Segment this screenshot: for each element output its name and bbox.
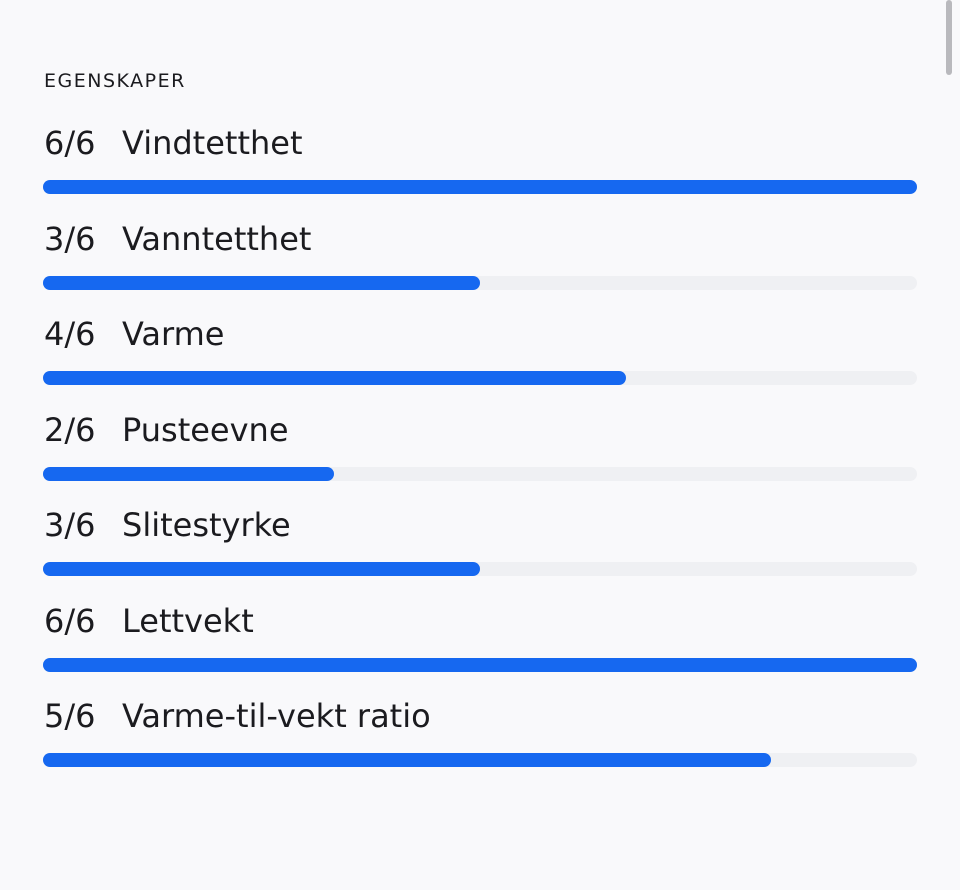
property-label: Pusteevne xyxy=(122,410,289,449)
property-label: Vanntetthet xyxy=(122,219,312,258)
property-title: 3/6 Vanntetthet xyxy=(44,219,311,259)
property-label: Slitestyrke xyxy=(122,506,291,544)
property-label: Vindtetthet xyxy=(122,124,303,162)
rating-label: 6/6 xyxy=(44,601,96,640)
property-title: 3/6 Slitestyrke xyxy=(44,505,291,545)
rating-track xyxy=(43,657,917,672)
section-header: EGENSKAPER xyxy=(44,70,186,92)
scrollbar xyxy=(946,0,952,75)
rating-label: 5/6 xyxy=(44,697,96,735)
rating-bar xyxy=(43,180,917,194)
rating-label: 3/6 xyxy=(44,506,96,544)
property-title: 2/6 Pusteevne xyxy=(44,410,289,450)
rating-bar xyxy=(43,753,772,767)
rating-bar xyxy=(43,371,626,385)
rating-track xyxy=(43,466,917,481)
rating-label: 4/6 xyxy=(44,315,96,353)
property-label: Varme xyxy=(122,315,225,353)
rating-track xyxy=(43,275,917,290)
rating-track xyxy=(43,753,917,767)
rating-label: 2/6 xyxy=(44,410,96,449)
rating-track xyxy=(43,180,917,194)
rating-bar xyxy=(43,466,335,481)
property-title: 4/6 Varme xyxy=(44,314,224,354)
rating-bar xyxy=(43,275,480,290)
rating-label: 3/6 xyxy=(44,219,96,258)
property-title: 6/6 Vindtetthet xyxy=(44,123,303,163)
property-title: 6/6 Lettvekt xyxy=(44,601,254,641)
property-label: Varme-til-vekt ratio xyxy=(122,697,431,735)
property-title: 5/6 Varme-til-vekt ratio xyxy=(44,696,431,736)
rating-label: 6/6 xyxy=(44,124,96,162)
rating-track xyxy=(43,562,917,576)
property-label: Lettvekt xyxy=(122,601,254,640)
rating-track xyxy=(43,371,917,385)
rating-bar xyxy=(43,657,917,672)
rating-bar xyxy=(43,562,480,576)
